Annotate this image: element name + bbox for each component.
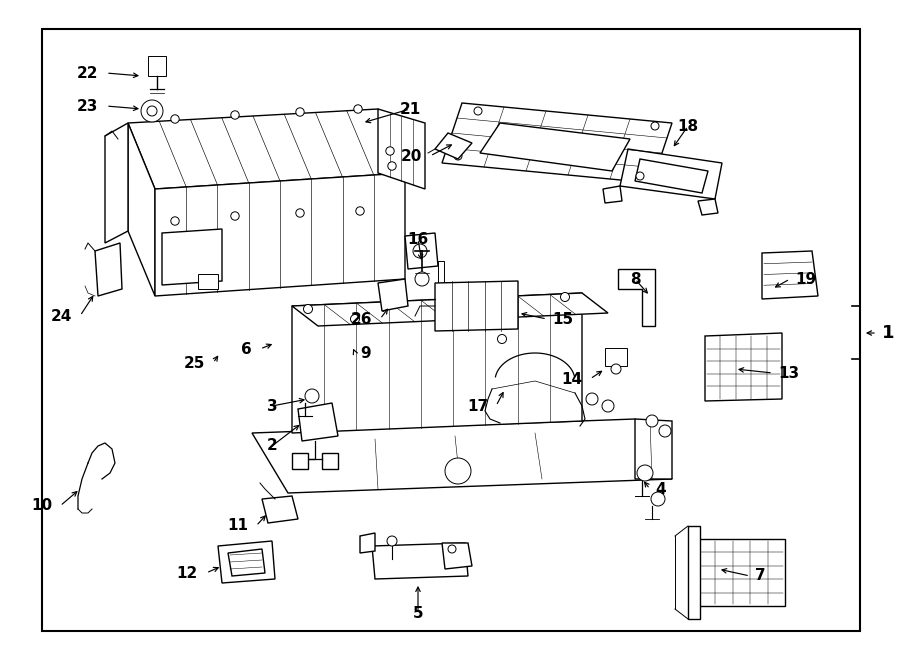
- Circle shape: [454, 152, 462, 160]
- Polygon shape: [292, 293, 582, 433]
- Circle shape: [651, 122, 659, 130]
- Polygon shape: [372, 543, 468, 579]
- Polygon shape: [405, 233, 438, 269]
- Circle shape: [445, 458, 471, 484]
- Text: 21: 21: [400, 102, 420, 116]
- Text: 2: 2: [266, 438, 277, 453]
- Polygon shape: [442, 543, 472, 569]
- Polygon shape: [292, 453, 308, 469]
- Polygon shape: [698, 199, 718, 215]
- Polygon shape: [635, 159, 708, 193]
- Text: 25: 25: [184, 356, 205, 371]
- Circle shape: [651, 492, 665, 506]
- Circle shape: [474, 107, 482, 115]
- Circle shape: [305, 389, 319, 403]
- Polygon shape: [218, 541, 275, 583]
- Circle shape: [646, 415, 658, 427]
- Circle shape: [413, 244, 427, 258]
- Bar: [148, 56, 166, 76]
- Bar: [198, 274, 218, 289]
- Text: 4: 4: [655, 481, 666, 496]
- Text: 8: 8: [630, 272, 640, 286]
- Polygon shape: [688, 526, 700, 619]
- Polygon shape: [435, 133, 472, 159]
- Circle shape: [350, 315, 359, 323]
- Bar: [438, 261, 444, 306]
- Text: 9: 9: [360, 346, 371, 360]
- Text: 16: 16: [408, 231, 428, 247]
- Polygon shape: [620, 149, 722, 199]
- Polygon shape: [128, 123, 155, 296]
- Text: 11: 11: [227, 518, 248, 533]
- Polygon shape: [262, 496, 298, 523]
- Polygon shape: [603, 186, 622, 203]
- Polygon shape: [360, 533, 375, 553]
- Circle shape: [636, 172, 644, 180]
- Text: 15: 15: [552, 311, 573, 327]
- Polygon shape: [435, 281, 518, 331]
- Polygon shape: [322, 453, 338, 469]
- Polygon shape: [480, 123, 630, 171]
- Polygon shape: [162, 229, 222, 285]
- Circle shape: [659, 425, 671, 437]
- Polygon shape: [378, 279, 408, 311]
- Polygon shape: [705, 333, 782, 401]
- Polygon shape: [762, 251, 818, 299]
- Polygon shape: [155, 173, 405, 296]
- Text: 22: 22: [76, 65, 98, 81]
- Polygon shape: [618, 269, 655, 326]
- Circle shape: [171, 217, 179, 225]
- Circle shape: [303, 305, 312, 313]
- Polygon shape: [105, 123, 128, 243]
- Circle shape: [147, 106, 157, 116]
- Circle shape: [356, 207, 364, 215]
- Polygon shape: [128, 109, 405, 189]
- Text: 13: 13: [778, 366, 799, 381]
- Text: 6: 6: [241, 342, 252, 356]
- Circle shape: [171, 115, 179, 123]
- Circle shape: [388, 162, 396, 170]
- Polygon shape: [378, 109, 425, 189]
- Circle shape: [296, 108, 304, 116]
- Bar: [605, 348, 627, 366]
- Text: 24: 24: [50, 309, 72, 323]
- Circle shape: [448, 545, 456, 553]
- Text: 12: 12: [176, 566, 198, 580]
- Text: 3: 3: [266, 399, 277, 414]
- Circle shape: [586, 393, 598, 405]
- Circle shape: [387, 536, 397, 546]
- Polygon shape: [292, 293, 608, 326]
- Polygon shape: [252, 419, 672, 493]
- Circle shape: [230, 111, 239, 119]
- Circle shape: [611, 364, 621, 374]
- Text: 26: 26: [350, 311, 372, 327]
- Polygon shape: [635, 419, 672, 479]
- Text: 5: 5: [413, 605, 423, 621]
- Circle shape: [296, 209, 304, 217]
- Circle shape: [498, 334, 507, 344]
- Circle shape: [230, 212, 239, 220]
- Circle shape: [602, 400, 614, 412]
- Text: 19: 19: [795, 272, 816, 286]
- Circle shape: [637, 465, 653, 481]
- Circle shape: [415, 272, 429, 286]
- Text: 18: 18: [678, 118, 698, 134]
- Polygon shape: [95, 243, 122, 296]
- Text: 1: 1: [882, 324, 895, 342]
- Circle shape: [354, 105, 362, 113]
- Circle shape: [141, 100, 163, 122]
- Circle shape: [561, 293, 570, 301]
- Text: 10: 10: [31, 498, 52, 514]
- Polygon shape: [298, 403, 338, 441]
- Polygon shape: [228, 549, 265, 576]
- Polygon shape: [442, 103, 672, 183]
- Circle shape: [386, 147, 394, 155]
- Text: 7: 7: [755, 568, 766, 584]
- Polygon shape: [698, 539, 785, 606]
- Text: 20: 20: [400, 149, 422, 163]
- Text: 14: 14: [561, 371, 582, 387]
- Text: 23: 23: [76, 98, 98, 114]
- Text: 17: 17: [467, 399, 488, 414]
